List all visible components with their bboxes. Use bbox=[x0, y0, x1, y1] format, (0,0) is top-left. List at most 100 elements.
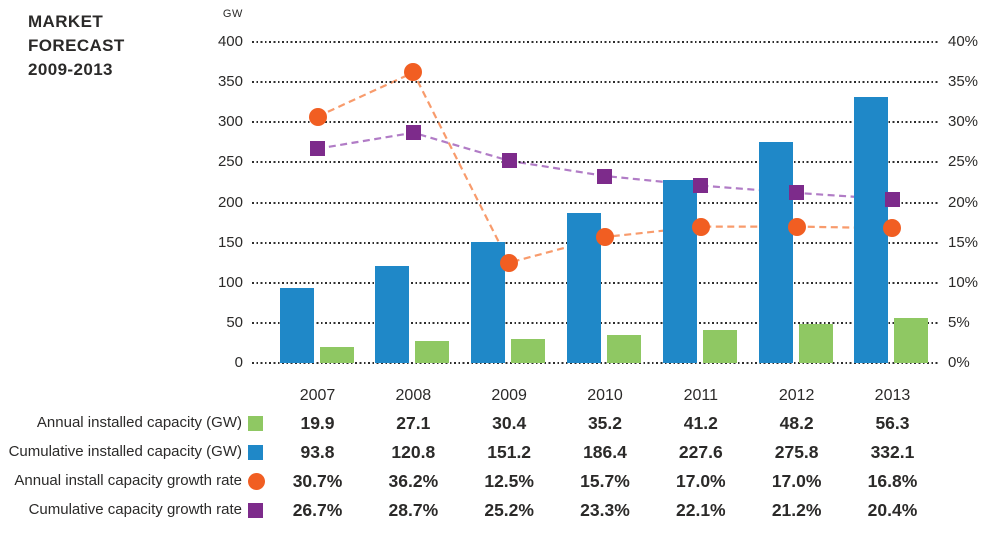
table-value-cell: 227.6 bbox=[678, 442, 723, 462]
table-value-cell: 17.0% bbox=[771, 471, 822, 491]
marker-cumulative-growth bbox=[693, 178, 709, 194]
marker-annual-growth bbox=[691, 217, 710, 236]
right-axis-tick-label: 10% bbox=[948, 273, 979, 291]
table-value-cell: 30.7% bbox=[292, 471, 343, 491]
gridline bbox=[252, 362, 938, 364]
bar-annual-capacity bbox=[319, 347, 354, 363]
series-label: Cumulative installed capacity (GW) bbox=[8, 443, 242, 460]
bar-cumulative-capacity bbox=[566, 213, 601, 363]
cumulative-growth-line bbox=[317, 131, 893, 201]
right-axis-tick-label: 20% bbox=[948, 193, 979, 211]
table-value-cell: 120.8 bbox=[391, 442, 436, 462]
left-axis-tick-label: 50 bbox=[226, 313, 243, 331]
bar-cumulative-capacity bbox=[758, 141, 793, 363]
table-value-cell: 41.2 bbox=[683, 413, 718, 433]
table-value-cell: 16.8% bbox=[867, 471, 918, 491]
legend-swatch-cumulative-growth bbox=[248, 502, 263, 518]
marker-annual-growth bbox=[883, 219, 902, 238]
plot-area bbox=[252, 41, 938, 364]
legend-swatch-annual-growth bbox=[248, 472, 265, 490]
year-column-header: 2010 bbox=[587, 387, 623, 404]
table-value-cell: 12.5% bbox=[484, 471, 534, 491]
year-column-header: 2008 bbox=[395, 387, 432, 404]
table-value-cell: 17.0% bbox=[676, 471, 726, 491]
series-label: Cumulative capacity growth rate bbox=[28, 501, 242, 518]
table-value-cell: 35.2 bbox=[587, 413, 623, 433]
right-axis-tick-label: 25% bbox=[948, 153, 979, 171]
table-value-cell: 36.2% bbox=[388, 471, 439, 491]
table-value-cell: 19.9 bbox=[300, 413, 335, 433]
legend-swatch-annual-gw bbox=[248, 415, 263, 431]
year-column-header: 2012 bbox=[778, 387, 815, 404]
table-value-cell: 48.2 bbox=[779, 413, 814, 433]
table-value-cell: 275.8 bbox=[774, 442, 819, 462]
year-column-header: 2011 bbox=[683, 387, 719, 404]
year-column-header: 2007 bbox=[299, 387, 336, 404]
bar-annual-capacity bbox=[415, 341, 450, 363]
gridline bbox=[252, 121, 938, 124]
right-axis-tick-label: 15% bbox=[948, 233, 979, 251]
marker-cumulative-growth bbox=[884, 191, 900, 207]
table-value-cell: 15.7% bbox=[580, 471, 630, 491]
right-axis-tick-label: 30% bbox=[948, 113, 979, 131]
table-value-cell: 28.7% bbox=[388, 500, 439, 520]
marker-annual-growth bbox=[500, 253, 519, 272]
table-value-cell: 151.2 bbox=[487, 442, 532, 462]
marker-cumulative-growth bbox=[597, 168, 613, 184]
table-value-cell: 23.3% bbox=[580, 500, 630, 520]
marker-cumulative-growth bbox=[310, 141, 325, 157]
right-axis-tick-label: 5% bbox=[948, 313, 970, 331]
table-value-cell: 22.1% bbox=[676, 500, 726, 520]
bar-cumulative-capacity bbox=[662, 180, 697, 363]
left-axis-tick-label: 150 bbox=[217, 233, 243, 251]
bar-cumulative-capacity bbox=[375, 266, 410, 363]
gridline bbox=[252, 41, 938, 43]
bar-annual-capacity bbox=[606, 334, 641, 363]
left-axis-tick-label: 200 bbox=[217, 193, 243, 211]
year-column-header: 2009 bbox=[491, 387, 527, 404]
bar-cumulative-capacity bbox=[279, 287, 314, 363]
table-value-cell: 56.3 bbox=[875, 413, 910, 433]
left-axis-tick-label: 350 bbox=[217, 73, 243, 91]
marker-cumulative-growth bbox=[789, 185, 805, 201]
table-value-cell: 20.4% bbox=[867, 500, 918, 520]
table-value-cell: 93.8 bbox=[300, 442, 335, 462]
right-axis-tick-label: 35% bbox=[948, 73, 979, 91]
bar-annual-capacity bbox=[702, 329, 737, 363]
bar-cumulative-capacity bbox=[471, 241, 506, 363]
marker-annual-growth bbox=[787, 217, 806, 236]
table-value-cell: 186.4 bbox=[583, 442, 627, 462]
marker-annual-growth bbox=[595, 228, 614, 246]
table-value-cell: 30.4 bbox=[492, 413, 527, 433]
bar-annual-capacity bbox=[798, 324, 833, 363]
table-value-cell: 21.2% bbox=[771, 500, 822, 520]
left-axis-tick-label: 250 bbox=[217, 153, 243, 171]
bar-cumulative-capacity bbox=[854, 96, 889, 363]
table-value-cell: 332.1 bbox=[870, 442, 915, 462]
table-value-cell: 25.2% bbox=[484, 500, 534, 520]
left-axis-tick-label: 300 bbox=[217, 113, 243, 131]
bar-annual-capacity bbox=[894, 317, 929, 363]
series-label: Annual install capacity growth rate bbox=[14, 472, 242, 489]
marker-cumulative-growth bbox=[405, 125, 421, 141]
bar-annual-capacity bbox=[511, 338, 546, 363]
marker-annual-growth bbox=[404, 63, 423, 82]
table-value-cell: 26.7% bbox=[292, 500, 343, 520]
left-axis-tick-label: 0 bbox=[234, 354, 243, 371]
gridline bbox=[252, 201, 938, 204]
right-axis-tick-label: 0% bbox=[948, 354, 970, 371]
table-value-cell: 27.1 bbox=[396, 413, 431, 433]
chart-title: MARKET FORECAST 2009-2013 bbox=[28, 12, 125, 79]
right-axis-tick-label: 40% bbox=[948, 33, 979, 50]
left-axis-tick-label: 100 bbox=[217, 273, 243, 291]
series-label: Annual installed capacity (GW) bbox=[36, 414, 242, 431]
left-axis-unit-label: GW bbox=[222, 8, 243, 20]
year-column-header: 2013 bbox=[874, 387, 911, 404]
legend-swatch-cumulative-gw bbox=[248, 444, 263, 460]
marker-annual-growth bbox=[308, 107, 327, 126]
gridline bbox=[252, 161, 938, 164]
gridline bbox=[252, 81, 938, 84]
left-axis-tick-label: 400 bbox=[217, 33, 243, 50]
marker-cumulative-growth bbox=[501, 153, 517, 169]
